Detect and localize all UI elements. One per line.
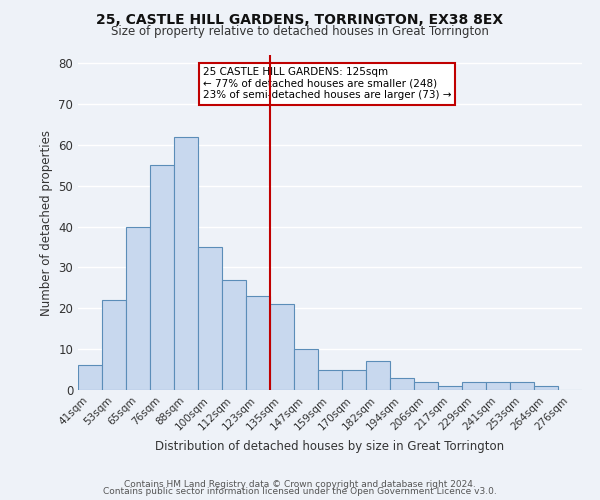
Bar <box>198 247 222 390</box>
Bar <box>270 304 294 390</box>
Y-axis label: Number of detached properties: Number of detached properties <box>40 130 53 316</box>
Text: Contains public sector information licensed under the Open Government Licence v3: Contains public sector information licen… <box>103 488 497 496</box>
Bar <box>438 386 462 390</box>
Bar <box>534 386 558 390</box>
Bar <box>486 382 510 390</box>
Bar <box>222 280 246 390</box>
Bar <box>318 370 342 390</box>
Bar <box>102 300 126 390</box>
Bar <box>174 136 198 390</box>
Bar <box>366 362 390 390</box>
Bar <box>342 370 366 390</box>
Text: 25, CASTLE HILL GARDENS, TORRINGTON, EX38 8EX: 25, CASTLE HILL GARDENS, TORRINGTON, EX3… <box>97 12 503 26</box>
X-axis label: Distribution of detached houses by size in Great Torrington: Distribution of detached houses by size … <box>155 440 505 453</box>
Bar <box>126 226 150 390</box>
Bar <box>510 382 534 390</box>
Bar <box>78 366 102 390</box>
Bar <box>462 382 486 390</box>
Text: Contains HM Land Registry data © Crown copyright and database right 2024.: Contains HM Land Registry data © Crown c… <box>124 480 476 489</box>
Bar <box>294 349 318 390</box>
Text: 25 CASTLE HILL GARDENS: 125sqm
← 77% of detached houses are smaller (248)
23% of: 25 CASTLE HILL GARDENS: 125sqm ← 77% of … <box>203 68 451 100</box>
Bar <box>390 378 414 390</box>
Text: Size of property relative to detached houses in Great Torrington: Size of property relative to detached ho… <box>111 25 489 38</box>
Bar <box>246 296 270 390</box>
Bar <box>150 166 174 390</box>
Bar <box>414 382 438 390</box>
